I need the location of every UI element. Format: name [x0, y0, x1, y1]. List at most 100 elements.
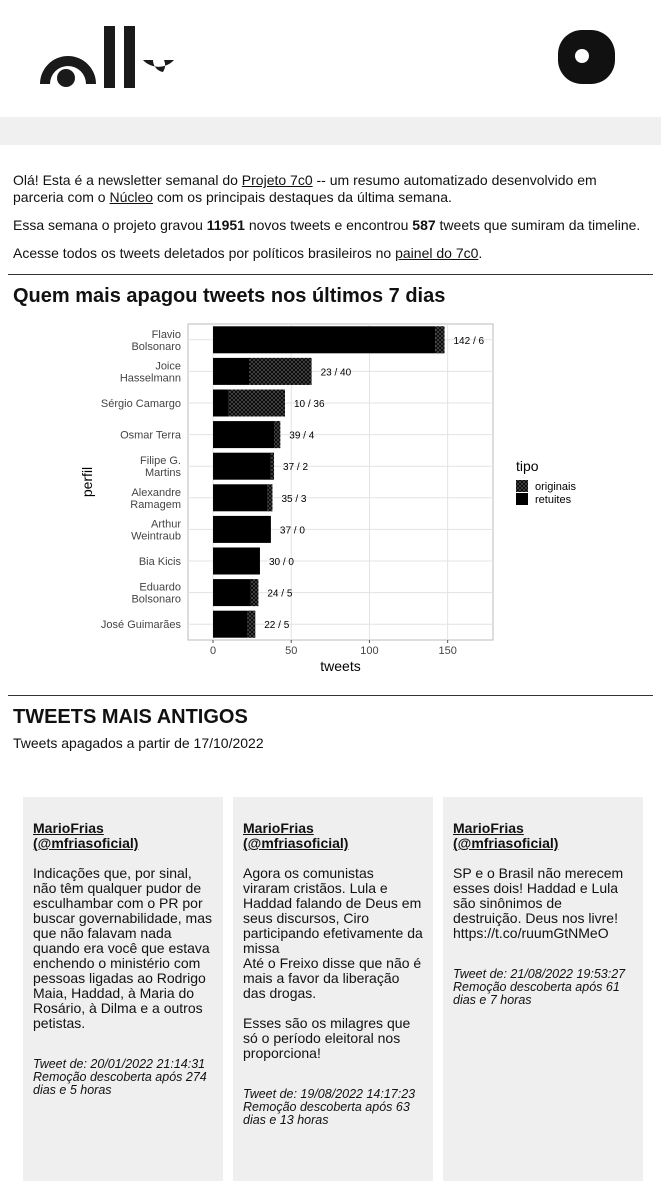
tweet-card: MarioFrias (@mfriasoficial) Agora os comun… [233, 797, 433, 1181]
legend-key [516, 480, 528, 492]
handle-link[interactable]: (@mfriasoficial) [453, 835, 559, 851]
y-axis-title: perfil [79, 467, 95, 497]
bar-segment [274, 421, 281, 449]
value-label: 30 / 0 [269, 557, 294, 568]
author-link[interactable]: MarioFrias [33, 820, 104, 836]
menu-icon[interactable] [558, 30, 615, 84]
text: com os principais destaques da última se… [153, 189, 452, 205]
bar-segment [270, 452, 275, 480]
y-tick-label: Flavio Bolsonaro [131, 329, 181, 353]
bar-segment [228, 389, 285, 417]
text: Olá! Esta é a newsletter semanal do [13, 172, 242, 188]
x-tick-label: 100 [360, 645, 378, 657]
logo-bar [40, 26, 615, 88]
value-label: 37 / 2 [283, 462, 308, 473]
y-tick-label: Eduardo Bolsonaro [131, 582, 181, 606]
bar-segment [247, 610, 256, 638]
text: novos tweets e encontrou [244, 217, 413, 233]
value-label: 22 / 5 [264, 620, 289, 631]
bar-segment [213, 484, 268, 512]
rule [8, 695, 653, 696]
bar-segment [213, 421, 275, 449]
bar-segment [213, 610, 248, 638]
y-tick-label: Osmar Terra [120, 430, 182, 442]
value-label: 37 / 0 [280, 525, 305, 536]
y-tick-label: Alexandre Ramagem [130, 487, 181, 511]
tweet-card: MarioFrias (@mfriasoficial) SP e o Brasil … [443, 797, 643, 1181]
tweet-cards: MarioFrias (@mfriasoficial) Indicações que… [23, 797, 643, 1181]
intro-paragraph: Essa semana o projeto gravou 11951 novos… [13, 217, 648, 234]
section-heading: TWEETS MAIS ANTIGOS [13, 706, 248, 728]
section-subtitle: Tweets apagados a partir de 17/10/2022 [13, 735, 264, 751]
y-tick-label: Sérgio Camargo [101, 398, 181, 410]
bar-segment [249, 357, 312, 385]
tweet-paragraph: Agora os comunistas viraram cristãos. Lu… [243, 865, 423, 1001]
logo-u [143, 60, 174, 72]
count: 11951 [206, 217, 245, 233]
tweet-meta: Tweet de: 20/01/2022 21:14:31 Remoção des… [33, 1058, 213, 1097]
tweet-date: Tweet de: 20/01/2022 21:14:31 [33, 1057, 206, 1071]
intro-paragraph: Olá! Esta é a newsletter semanal do Proj… [13, 172, 648, 206]
value-label: 35 / 3 [281, 494, 306, 505]
x-tick-label: 50 [285, 645, 297, 657]
text: -- um resumo automatizado desenvolvido e… [13, 172, 597, 205]
legend-label: originais [535, 481, 576, 493]
tweet-meta: Tweet de: 19/08/2022 14:17:23 Remoção des… [243, 1088, 423, 1127]
value-label: 10 / 36 [294, 399, 325, 410]
tweet-paragraph: SP e o Brasil não merecem esses dois! Ha… [453, 865, 624, 941]
text: tweets que sumiram da timeline. [435, 217, 641, 233]
bar-segment [213, 547, 260, 575]
legend-key [516, 493, 528, 505]
y-tick-label: Joice Hasselmann [120, 360, 181, 384]
x-tick-label: 150 [438, 645, 456, 657]
legend-label: retuites [535, 494, 572, 506]
tweet-card: MarioFrias (@mfriasoficial) Indicações que… [23, 797, 223, 1181]
author-link[interactable]: MarioFrias [243, 820, 314, 836]
handle-link[interactable]: (@mfriasoficial) [33, 835, 139, 851]
tweet-paragraph: Esses são os milagres que só o período e… [243, 1015, 411, 1061]
tweet-date: Tweet de: 21/08/2022 19:53:27 [453, 967, 626, 981]
handle-link[interactable]: (@mfriasoficial) [243, 835, 349, 851]
bar-segment [250, 579, 259, 607]
value-label: 39 / 4 [289, 431, 314, 442]
x-tick-label: 0 [210, 645, 216, 657]
y-tick-label: José Guimarães [101, 619, 182, 631]
bar-segment [213, 389, 229, 417]
legend-title: tipo [516, 458, 539, 474]
tweet-text: Agora os comunistas viraram cristãos. Lu… [243, 866, 423, 1061]
text: Acesse todos os tweets deletados por pol… [13, 245, 396, 261]
bar-segment [213, 357, 249, 385]
value-label: 24 / 5 [267, 589, 292, 600]
link[interactable]: Núcleo [109, 189, 154, 205]
divider-strip [0, 117, 661, 145]
tweet-text: Indicações que, por sinal, não têm qualq… [33, 866, 213, 1031]
link[interactable]: Projeto 7c0 [241, 172, 313, 188]
text: Essa semana o projeto gravou [13, 217, 207, 233]
bar-segment [267, 484, 273, 512]
y-tick-label: Filipe G. Martins [140, 455, 181, 479]
removal-info: Remoção descoberta após 274 dias e 5 hor… [33, 1070, 207, 1097]
bar-segment [213, 515, 271, 543]
logo-eye [57, 69, 75, 87]
logo[interactable] [40, 26, 174, 88]
tweet-text: SP e o Brasil não merecem esses dois! Ha… [453, 866, 633, 941]
logo-bar-1 [104, 26, 115, 88]
y-tick-label: Arthur Weintraub [131, 518, 181, 542]
removal-info: Remoção descoberta após 63 dias e 13 hor… [243, 1100, 410, 1127]
text: . [478, 245, 483, 261]
count: 587 [412, 217, 436, 233]
tweet-paragraph: Indicações que, por sinal, não têm qualq… [33, 865, 212, 1031]
icon-dot [575, 49, 589, 63]
link[interactable]: painel do 7c0 [395, 245, 479, 261]
tweet-date: Tweet de: 19/08/2022 14:17:23 [243, 1087, 416, 1101]
bar-segment [213, 326, 436, 354]
bar-segment [435, 326, 445, 354]
x-axis-title: tweets [320, 658, 360, 674]
author-link[interactable]: MarioFrias [453, 820, 524, 836]
value-label: 142 / 6 [454, 336, 485, 347]
rule [8, 274, 653, 275]
tweet-meta: Tweet de: 21/08/2022 19:53:27 Remoção des… [453, 968, 633, 1007]
intro-paragraph: Acesse todos os tweets deletados por pol… [13, 245, 648, 262]
chart: 0 50 100 150 Flavio Bolsonaro Joice Hasselmann S… [79, 323, 576, 674]
